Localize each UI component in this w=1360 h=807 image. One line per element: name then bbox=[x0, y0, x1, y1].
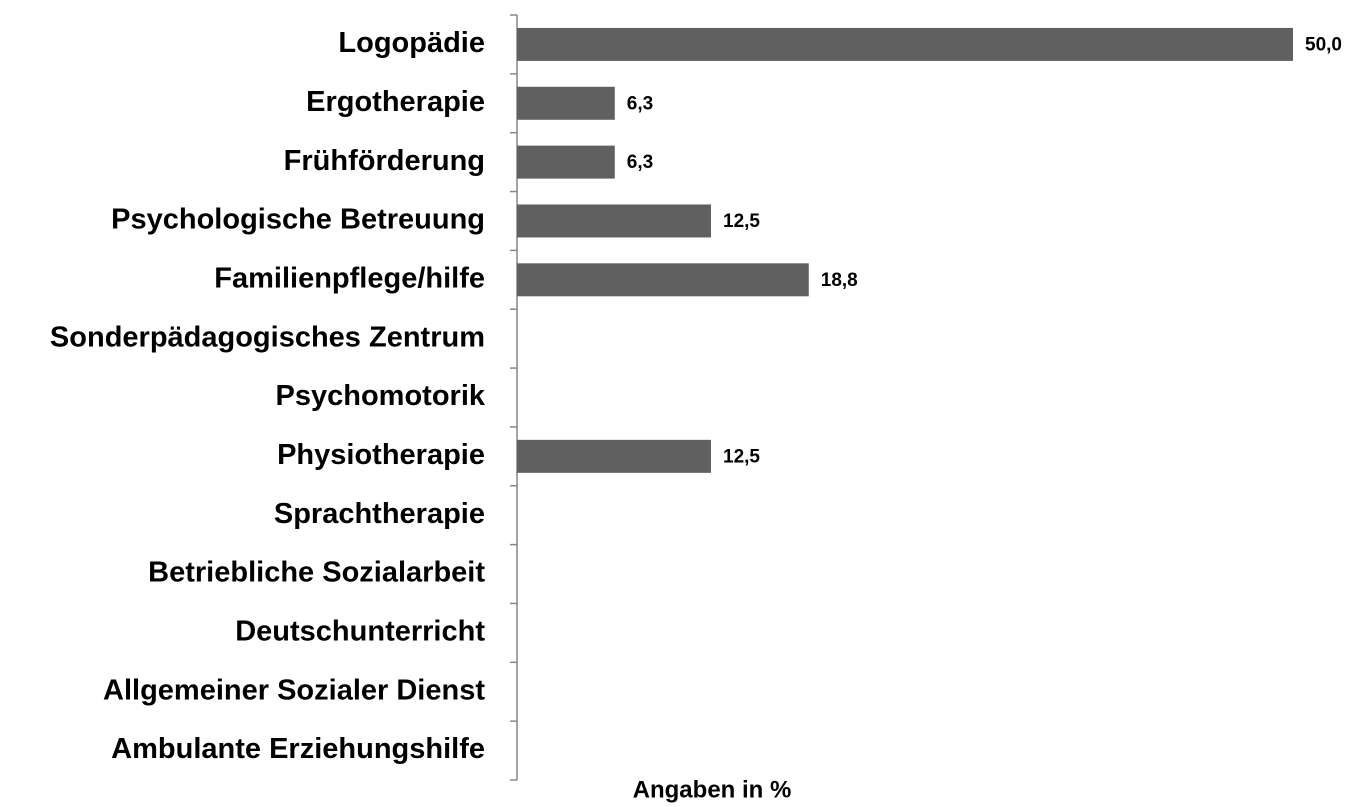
data-label: 50,0 bbox=[1305, 34, 1342, 55]
bar bbox=[517, 263, 809, 297]
data-label: 6,3 bbox=[627, 93, 653, 114]
x-axis-label: Angaben in % bbox=[633, 776, 792, 803]
y-tick-label: Logopädie bbox=[338, 27, 485, 59]
y-tick-label: Ergotherapie bbox=[306, 86, 485, 118]
y-tick-label: Allgemeiner Sozialer Dienst bbox=[103, 674, 485, 706]
bar bbox=[517, 86, 615, 120]
bar bbox=[517, 145, 615, 179]
y-tick-label: Physiotherapie bbox=[277, 439, 485, 471]
data-label: 12,5 bbox=[723, 211, 760, 232]
bar bbox=[517, 204, 711, 238]
data-label: 12,5 bbox=[723, 446, 760, 467]
bar bbox=[517, 439, 711, 473]
data-label: 18,8 bbox=[821, 270, 858, 291]
y-tick-label: Familienpflege/hilfe bbox=[214, 262, 485, 294]
y-tick-label: Sprachtherapie bbox=[274, 498, 485, 530]
y-tick-label: Frühförderung bbox=[284, 145, 485, 177]
y-tick-label: Ambulante Erziehungshilfe bbox=[111, 733, 485, 765]
y-tick-label: Sonderpädagogisches Zentrum bbox=[50, 321, 485, 353]
y-tick-label: Deutschunterricht bbox=[235, 616, 485, 648]
y-tick-label: Psychomotorik bbox=[276, 380, 486, 412]
bar bbox=[517, 27, 1293, 61]
y-tick-label: Betriebliche Sozialarbeit bbox=[148, 557, 485, 589]
data-label: 6,3 bbox=[627, 152, 653, 173]
y-tick-label: Psychologische Betreuung bbox=[111, 204, 485, 236]
